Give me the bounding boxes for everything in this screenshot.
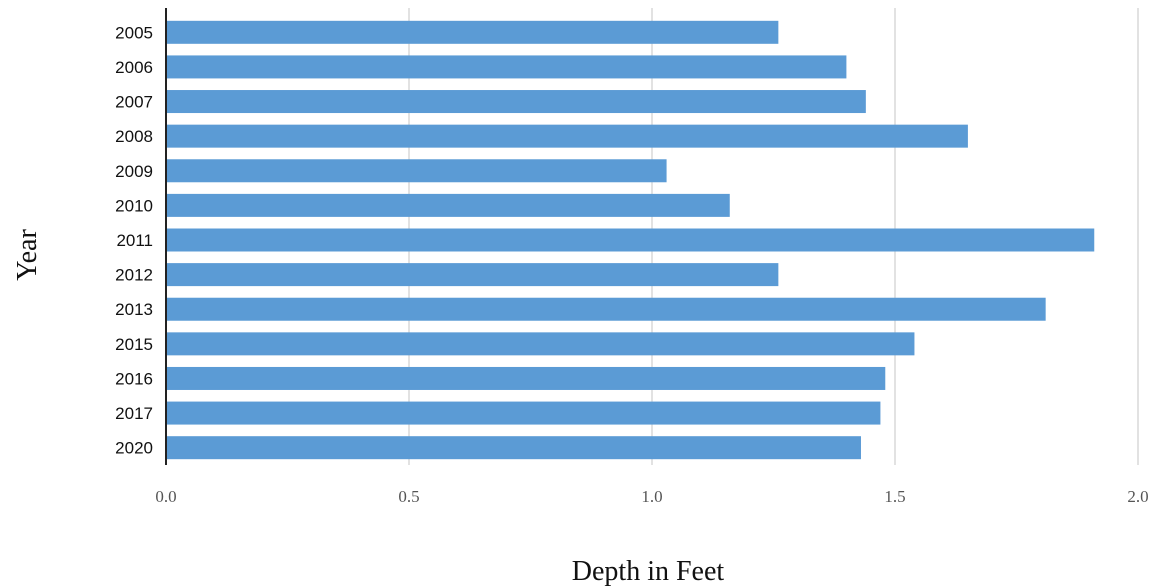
bar-2010 [166, 193, 730, 217]
x-tick-label: 1.0 [641, 487, 662, 506]
y-tick-label: 2016 [115, 369, 153, 388]
bar-2005 [166, 20, 779, 44]
bar-2012 [166, 263, 779, 287]
y-tick-label: 2005 [115, 23, 153, 42]
y-tick-label: 2012 [115, 266, 153, 285]
y-tick-label: 2008 [115, 127, 153, 146]
y-tick-label: 2015 [115, 335, 153, 354]
bar-2007 [166, 90, 866, 114]
y-tick-label: 2017 [115, 404, 153, 423]
x-axis-title: Depth in Feet [572, 556, 725, 587]
bar-2013 [166, 297, 1046, 321]
bar-2009 [166, 159, 667, 183]
x-tick-label: 2.0 [1127, 487, 1148, 506]
bar-2017 [166, 401, 881, 425]
y-tick-label: 2020 [115, 439, 153, 458]
bar-2006 [166, 55, 847, 79]
y-tick-label: 2009 [115, 162, 153, 181]
y-tick-labels: 2005 2006 2007 2008 2009 2010 2011 2012 2013 2015… [115, 23, 153, 457]
y-tick-label: 2010 [115, 196, 153, 215]
bar-2011 [166, 228, 1095, 252]
bar-2008 [166, 124, 968, 148]
bar-2016 [166, 366, 886, 390]
y-tick-label: 2006 [115, 58, 153, 77]
x-tick-label: 1.5 [884, 487, 905, 506]
y-tick-label: 2013 [115, 300, 153, 319]
y-tick-label: 2011 [116, 231, 153, 250]
y-axis-title: Year [12, 229, 43, 281]
bar-2020 [166, 436, 861, 460]
bar-2015 [166, 332, 915, 356]
x-tick-label: 0.5 [398, 487, 419, 506]
x-tick-label: 0.0 [155, 487, 176, 506]
bars [166, 20, 1095, 460]
y-tick-label: 2007 [115, 93, 153, 112]
x-tick-labels: 0.0 0.5 1.0 1.5 2.0 [155, 487, 1148, 506]
